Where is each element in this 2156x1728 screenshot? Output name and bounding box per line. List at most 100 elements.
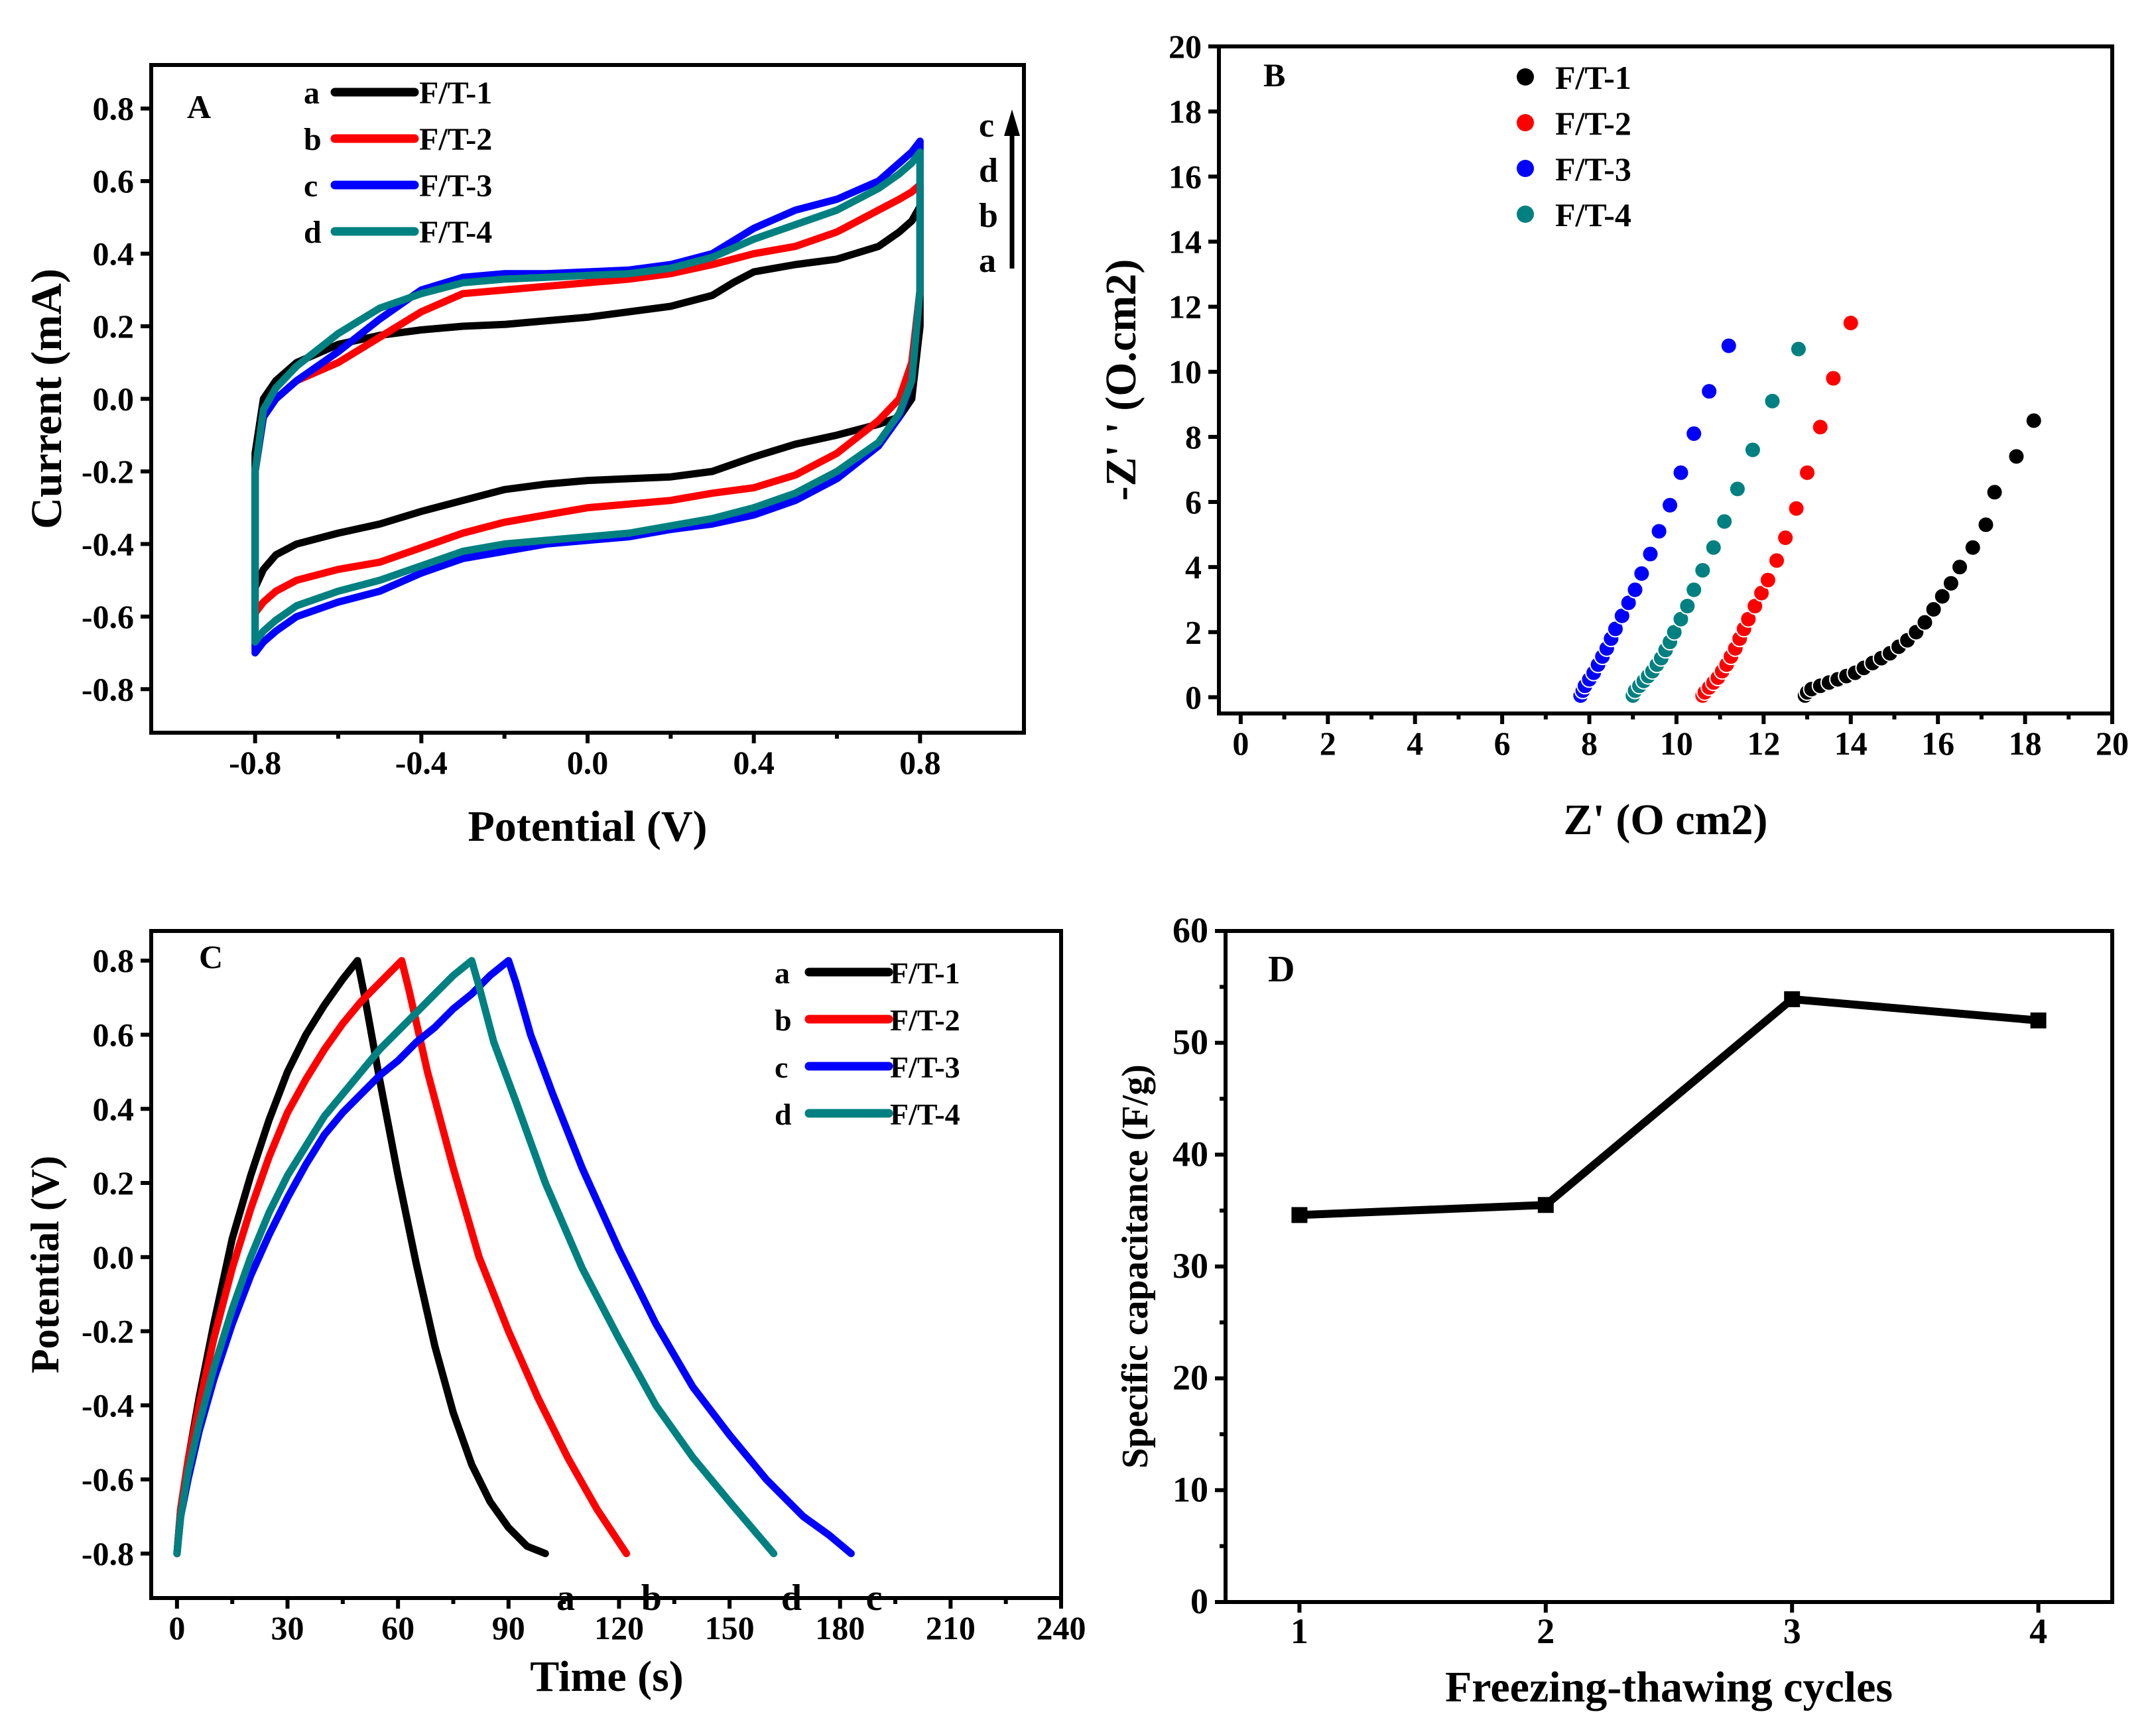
y-axis-title: Specific capacitance (F/g) [1115,1064,1156,1469]
x-tick-label: 12 [1747,725,1780,762]
legend-letter: b [775,1003,792,1037]
x-tick-label: 150 [705,1609,755,1646]
eis-point [1824,369,1842,387]
x-tick-label: 2 [1320,725,1336,762]
capacitance-line [1295,995,2043,1219]
y-tick-label: 2 [1185,613,1202,650]
eis-point [1626,581,1644,599]
eis-point [1986,483,2003,501]
eis-point [1759,571,1777,589]
eis-point [1685,424,1703,442]
x-tick-label: 240 [1037,1609,1086,1646]
x-tick-label: 30 [271,1609,304,1646]
x-axis-title: Potential (V) [468,802,707,851]
y-tick-label: 10 [1169,353,1202,391]
capacitance-point [1784,991,1801,1007]
legend-letter: c [304,168,318,204]
x-tick-label: 8 [1581,725,1598,762]
eis-point [1916,613,1934,631]
eis-point [1768,552,1786,570]
y-tick-label: -0.8 [82,670,134,708]
panel-label: D [1268,949,1295,990]
gcd-curve-c [173,957,855,1558]
y-tick-label: 0.2 [93,308,135,345]
y-tick-label: 12 [1169,288,1202,326]
x-tick-label: 20 [2096,725,2129,762]
y-tick-label: 16 [1169,158,1202,195]
y-tick-label: 50 [1173,1022,1208,1062]
legend-name: F/T-4 [419,215,492,250]
plot-frame-d [1224,929,2114,1604]
y-tick-label: 0 [1185,678,1202,715]
y-tick-label: 18 [1169,93,1202,130]
y-tick-label: 0.8 [93,942,135,979]
eis-point [1977,516,1995,534]
legend-letter: a [775,956,790,990]
panel-label: B [1263,56,1285,93]
y-tick-label: 20 [1169,28,1202,65]
eis-point [1763,392,1781,410]
y-tick-label: -0.6 [82,1461,134,1498]
legend-name: F/T-1 [419,76,492,111]
panel-label: C [199,938,223,975]
cv-curve-d [251,148,924,646]
legend-name: F/T-2 [1555,105,1631,142]
y-tick-label: 0 [1190,1581,1208,1621]
x-tick-label: 4 [2029,1611,2047,1651]
gcd-curve-d [173,957,778,1558]
legend-letter: c [775,1050,788,1084]
eis-point [1951,558,1969,576]
y-tick-label: 0.0 [93,1239,135,1276]
legend-marker [1517,68,1534,86]
eis-point [1720,337,1738,355]
capacitance-point [1537,1197,1554,1213]
y-tick-label: 10 [1173,1469,1208,1509]
cv-curve-a [251,202,924,591]
capacitance-point [2030,1012,2047,1028]
plot-frame-b [1217,44,2114,715]
x-tick-label: 120 [594,1609,644,1646]
panel-b: 0 2 4 6 8 10 12 14 16 18 20 0 2 4 6 8 10 12 14 16 18 20 B F/T-1… [1097,28,2129,844]
eis-point [1942,574,1960,592]
plot-frame-c [149,929,1063,1600]
y-tick-label: 0.0 [93,381,135,418]
panel-c: 0 30 60 90 120 150 180 210 240 -0.8 -0.6 -0.4 -0.2 0.… [23,929,1086,1701]
y-tick-label: 0.6 [93,1016,135,1053]
legend-name: F/T-3 [1555,151,1631,188]
x-tick-label: 0.8 [899,744,941,781]
y-tick-label: 30 [1173,1246,1208,1286]
eis-point [1672,463,1690,481]
y-axis-title: -Z' ' (O.cm2) [1097,259,1145,501]
y-tick-label: 60 [1173,910,1208,950]
arrow-label: a [979,242,996,280]
y-tick-label: 6 [1185,483,1202,521]
gcd-curve-b [173,957,631,1558]
y-tick-label: 14 [1169,223,1202,260]
y-tick-label: 40 [1173,1134,1208,1174]
y-tick-label: -0.2 [82,453,134,490]
eis-point [1633,564,1651,582]
eis-point [1777,529,1795,547]
x-tick-label: 0 [168,1609,185,1646]
y-tick-label: -0.2 [82,1313,134,1350]
eis-point [1650,523,1668,540]
y-axis-title: Potential (V) [23,1156,67,1373]
arrow-label: c [979,107,994,145]
x-tick-label: 1 [1291,1611,1308,1651]
legend-marker [1517,114,1534,131]
y-tick-label: 20 [1173,1358,1208,1398]
x-tick-label: -0.8 [229,744,281,781]
legend-marker [1517,206,1534,223]
arrow-label: b [979,197,998,235]
y-tick-label: 0.4 [93,235,135,273]
x-tick-label: 210 [926,1609,976,1646]
eis-point [1925,600,1942,618]
eis-point [2025,412,2043,430]
x-tick-label: 4 [1407,725,1423,762]
legend-letter: b [304,122,322,157]
legend-name: F/T-3 [419,168,492,204]
eis-point [1679,597,1696,615]
y-tick-label: 0.4 [93,1090,135,1127]
arrow-head [1004,109,1020,136]
y-tick-label: 0.2 [93,1164,135,1202]
